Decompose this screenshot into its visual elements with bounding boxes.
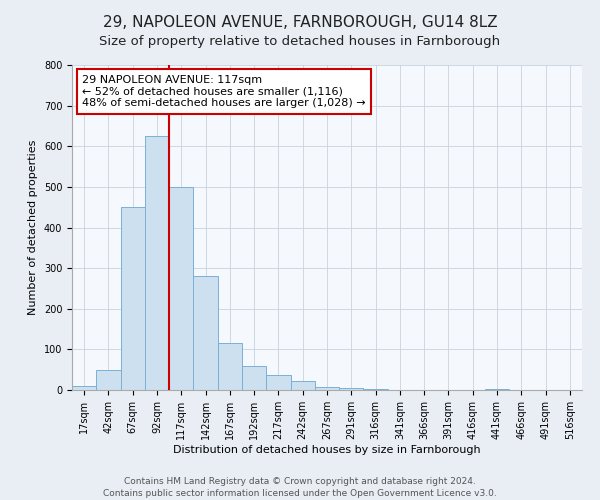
Text: 29 NAPOLEON AVENUE: 117sqm
← 52% of detached houses are smaller (1,116)
48% of s: 29 NAPOLEON AVENUE: 117sqm ← 52% of deta… [82,74,366,108]
Bar [290,381,315,390]
Bar [193,276,218,390]
X-axis label: Distribution of detached houses by size in Farnborough: Distribution of detached houses by size … [173,444,481,454]
Bar [169,187,193,390]
Text: Contains HM Land Registry data © Crown copyright and database right 2024.
Contai: Contains HM Land Registry data © Crown c… [103,476,497,498]
Text: Size of property relative to detached houses in Farnborough: Size of property relative to detached ho… [100,35,500,48]
Bar [339,388,364,390]
Bar [485,389,509,390]
Bar [72,386,96,390]
Text: 29, NAPOLEON AVENUE, FARNBOROUGH, GU14 8LZ: 29, NAPOLEON AVENUE, FARNBOROUGH, GU14 8… [103,15,497,30]
Bar [364,389,388,390]
Bar [145,136,169,390]
Bar [96,370,121,390]
Bar [242,366,266,390]
Bar [266,375,290,390]
Y-axis label: Number of detached properties: Number of detached properties [28,140,38,315]
Bar [218,344,242,390]
Bar [121,207,145,390]
Bar [315,387,339,390]
